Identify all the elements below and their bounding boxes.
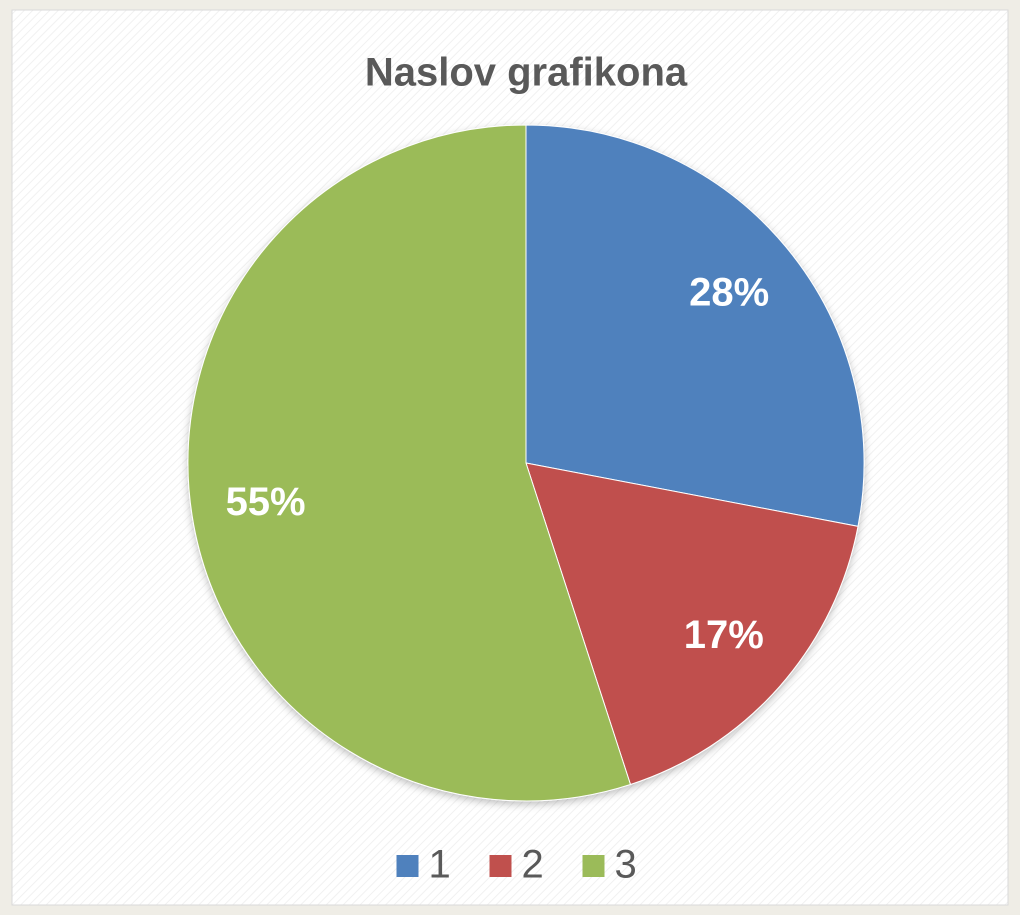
legend-swatch (396, 855, 419, 877)
legend-swatch (489, 855, 512, 877)
data-label: 28% (689, 271, 769, 315)
legend-label: 3 (615, 843, 637, 887)
pie (187, 124, 865, 802)
legend-label: 2 (522, 843, 544, 887)
chart-title: Naslov grafikona (365, 51, 688, 95)
pie-slice (525, 124, 865, 527)
legend-swatch (582, 855, 605, 877)
data-label: 55% (226, 480, 306, 524)
pie-slice (525, 462, 859, 786)
legend-label: 1 (429, 843, 451, 887)
pie-slice (187, 124, 632, 802)
data-label: 17% (684, 613, 764, 657)
